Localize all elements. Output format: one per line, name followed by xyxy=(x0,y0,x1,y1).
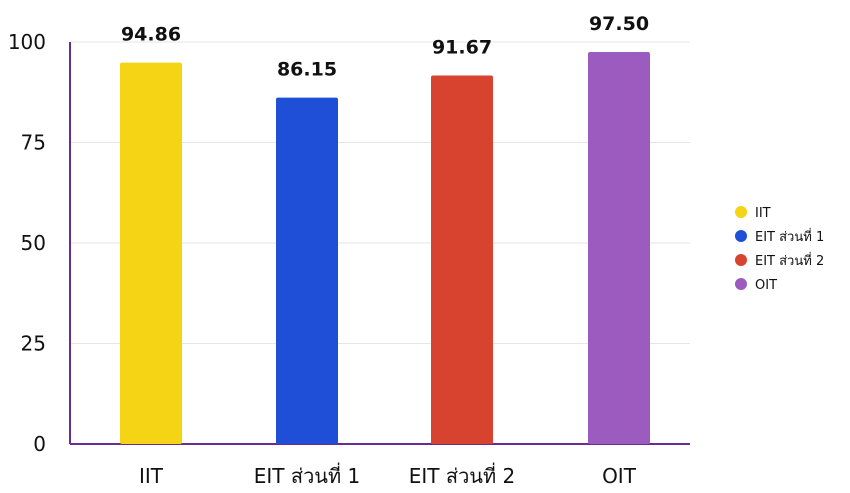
legend-marker xyxy=(735,230,747,242)
bar xyxy=(588,52,650,445)
y-tick-label: 0 xyxy=(33,432,46,456)
bar xyxy=(276,97,338,444)
bars: 94.86 86.15 91.67 97.50 xyxy=(120,13,650,445)
x-category-label: IIT xyxy=(139,464,164,488)
x-axis-labels: IIT EIT ส่วนที่ 1 EIT ส่วนที่ 2 OIT xyxy=(139,462,637,488)
y-tick-label: 100 xyxy=(8,30,46,54)
legend: IIT EIT ส่วนที่ 1 EIT ส่วนที่ 2 OIT xyxy=(735,206,824,293)
data-label: 97.50 xyxy=(589,13,649,35)
x-category-label: OIT xyxy=(602,464,637,488)
legend-marker xyxy=(735,254,747,266)
data-label: 86.15 xyxy=(277,59,337,81)
bar xyxy=(431,75,493,444)
legend-marker xyxy=(735,206,747,218)
legend-marker xyxy=(735,278,747,290)
data-label: 91.67 xyxy=(432,36,492,58)
y-axis-ticks: 0 25 50 75 100 xyxy=(8,30,46,456)
data-label: 94.86 xyxy=(121,24,181,46)
x-category-label: EIT ส่วนที่ 1 xyxy=(254,462,360,488)
legend-label: IIT xyxy=(755,206,771,221)
y-tick-label: 25 xyxy=(21,332,46,356)
legend-label: OIT xyxy=(755,278,777,293)
bar xyxy=(120,62,182,444)
legend-label: EIT ส่วนที่ 1 xyxy=(755,228,824,245)
legend-label: EIT ส่วนที่ 2 xyxy=(755,252,824,269)
y-tick-label: 75 xyxy=(21,131,46,155)
x-category-label: EIT ส่วนที่ 2 xyxy=(409,462,515,488)
y-tick-label: 50 xyxy=(21,231,46,255)
